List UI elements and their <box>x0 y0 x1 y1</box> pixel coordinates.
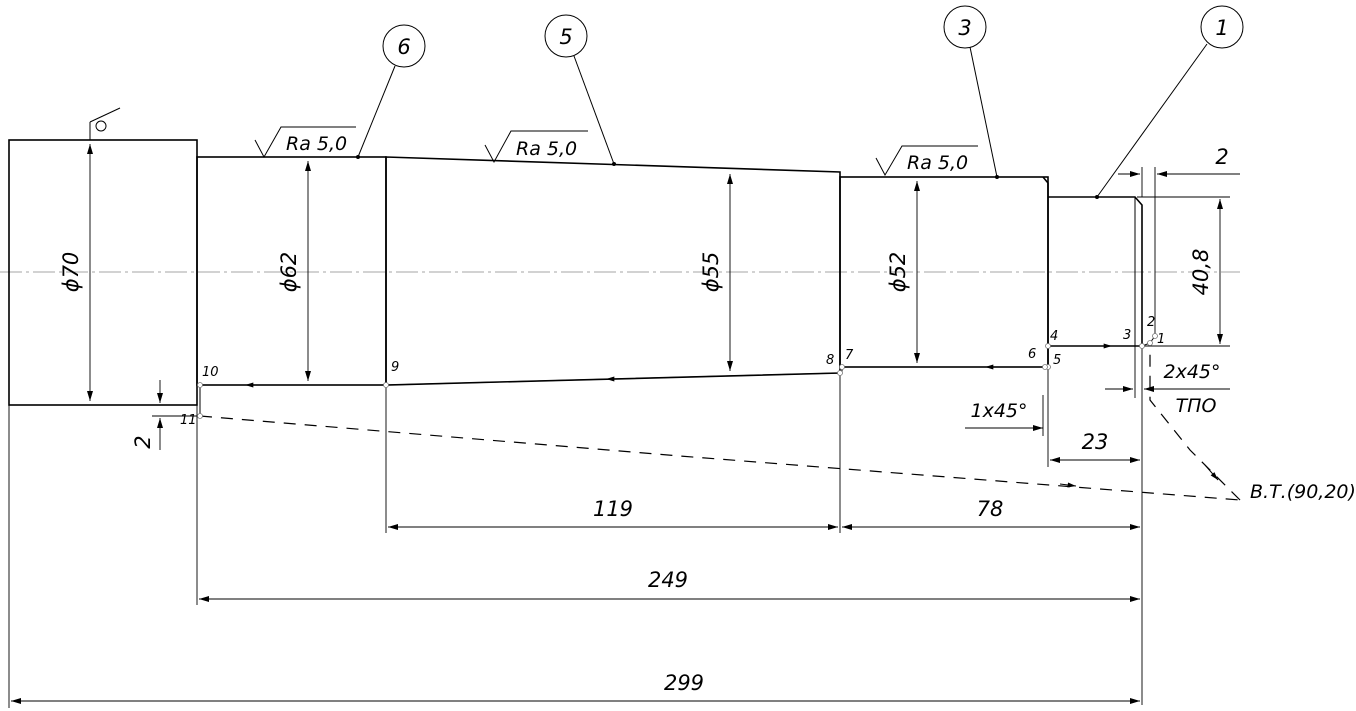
label-23: 23 <box>1082 430 1109 454</box>
balloon-6-label: 6 <box>397 35 410 59</box>
point-label-1: 1 <box>1157 332 1165 347</box>
roughness-label-3: Ra 5,0 <box>907 152 968 174</box>
point-label-7: 7 <box>845 348 854 363</box>
roughness-label-2: Ra 5,0 <box>516 138 577 160</box>
point-label-6: 6 <box>1028 347 1036 362</box>
point-9 <box>383 382 389 388</box>
path-arrow-f <box>1204 464 1219 481</box>
section-d70 <box>8 139 198 406</box>
dimension-78: 78 <box>842 346 1143 705</box>
point-label-2: 2 <box>1147 315 1155 330</box>
point-label-5: 5 <box>1053 353 1061 368</box>
chamfer-1x45-leader: 1x45° <box>965 395 1044 436</box>
point-11 <box>197 413 203 419</box>
point-8 <box>837 370 843 376</box>
point-label-10: 10 <box>202 365 219 380</box>
label-d55: ϕ55 <box>699 252 723 293</box>
point-10 <box>197 382 203 388</box>
label-78: 78 <box>977 497 1004 521</box>
section-d408 <box>1048 196 1143 347</box>
dimension-249: 249 <box>196 405 1140 605</box>
balloon-5: 5 <box>544 14 616 166</box>
label-299: 299 <box>664 671 704 695</box>
dimension-23: 23 <box>1047 367 1140 467</box>
label-d52: ϕ52 <box>886 252 910 293</box>
label-d70: ϕ70 <box>59 252 83 293</box>
point-markers <box>197 333 1158 419</box>
roughness-label-1: Ra 5,0 <box>286 133 347 155</box>
roughness-symbol-3: Ra 5,0 <box>875 145 978 177</box>
base-surface-symbol <box>89 107 121 140</box>
dimension-2-top: 2 <box>1118 145 1240 336</box>
dimension-119: 119 <box>385 373 841 533</box>
label-d62: ϕ62 <box>277 252 301 293</box>
dimension-299: 299 <box>8 405 1140 708</box>
label-d408: 40,8 <box>1189 249 1213 296</box>
balloon-3: 3 <box>943 5 999 179</box>
label-249: 249 <box>648 568 688 592</box>
path-arrow-e <box>1059 482 1077 488</box>
point-2 <box>1147 340 1153 346</box>
point-labels: 1 2 3 4 5 6 7 8 9 10 11 <box>180 315 1165 428</box>
balloon-6: 6 <box>356 24 426 159</box>
label-119: 119 <box>593 497 633 521</box>
chamfer-1x45 <box>1042 176 1049 367</box>
point-label-3: 3 <box>1123 328 1131 343</box>
chamfer-2x45-leader: 2x45° <box>1105 346 1230 398</box>
balloon-3-label: 3 <box>958 16 971 40</box>
balloon-1-label: 1 <box>1215 16 1228 40</box>
return-path <box>199 415 1241 501</box>
point-4 <box>1045 343 1051 349</box>
shaft-outline <box>8 139 1143 406</box>
point-3 <box>1139 343 1145 349</box>
label-tpo: ТПО <box>1176 395 1217 417</box>
balloon-1: 1 <box>1095 5 1244 199</box>
point-label-11: 11 <box>180 413 197 428</box>
tool-path <box>199 335 1241 501</box>
label-1x45: 1x45° <box>970 400 1027 422</box>
point-6 <box>1042 364 1048 370</box>
dimension-2-left: 2 <box>131 380 197 450</box>
point-label-4: 4 <box>1050 329 1058 344</box>
label-2-left: 2 <box>131 435 155 448</box>
balloon-5-label: 5 <box>559 25 572 49</box>
roughness-symbol-1: Ra 5,0 <box>254 126 356 159</box>
point-7 <box>839 364 845 370</box>
roughness-symbol-2: Ra 5,0 <box>484 130 588 164</box>
label-2-top: 2 <box>1215 145 1228 169</box>
label-2x45: 2x45° <box>1163 361 1220 383</box>
label-tool-change: В.Т.(90,20) <box>1250 481 1356 503</box>
point-label-8: 8 <box>826 353 834 368</box>
point-1 <box>1152 333 1158 339</box>
section-taper <box>385 156 841 386</box>
point-label-9: 9 <box>391 360 399 375</box>
